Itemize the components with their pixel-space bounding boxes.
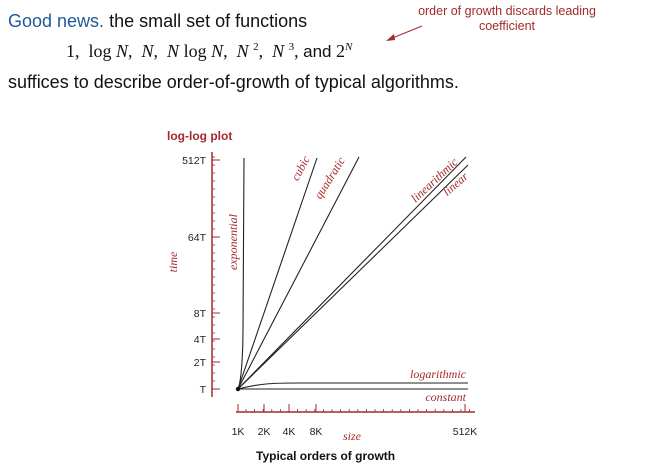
- curve-label-constant: constant: [425, 390, 466, 404]
- chart-title: log-log plot: [167, 129, 232, 143]
- x-tick-label-1k: 1K: [232, 426, 245, 438]
- term-linear: N: [141, 41, 154, 61]
- x-tick-label-4k: 4K: [283, 426, 296, 438]
- curve-quadratic: [237, 156, 360, 390]
- y-axis-label: time: [166, 251, 180, 272]
- curve-label-logarithmic: logarithmic: [410, 367, 467, 381]
- curve-label-exponential: exponential: [226, 213, 240, 270]
- note-arrow-icon: [386, 25, 423, 41]
- term-exponential: 2N: [336, 41, 353, 61]
- y-tick-label-2t: 2T: [194, 357, 207, 369]
- lead-phrase: Good news.: [8, 11, 105, 31]
- origin-dot: [235, 386, 241, 392]
- term-constant: 1,: [66, 41, 80, 61]
- intro-line: Good news. the small set of functions: [8, 11, 307, 32]
- y-tick-label-t: T: [200, 384, 207, 396]
- coefficient-note: order of growth discards leading coeffic…: [418, 4, 596, 33]
- curve-cubic: [237, 157, 318, 390]
- chart-caption: Typical orders of growth: [256, 449, 395, 463]
- y-tick-label-512t: 512T: [182, 155, 207, 167]
- lead-rest: the small set of functions: [104, 11, 308, 31]
- y-tick-label-4t: 4T: [194, 334, 207, 346]
- chart-axes: [211, 152, 475, 413]
- conclusion-line: suffices to describe order-of-growth of …: [8, 72, 459, 92]
- curve-linearithmic: [237, 156, 467, 390]
- curve-label-quadratic: quadratic: [311, 154, 348, 202]
- curve-linear: [237, 164, 469, 390]
- term-log: log N: [88, 41, 129, 61]
- function-list: 1, log N, N, N log N, N 2, N 3, and 2N: [66, 41, 353, 61]
- term-cubic: N 3: [272, 41, 295, 61]
- x-tick-label-8k: 8K: [310, 426, 323, 438]
- y-tick-label-8t: 8T: [194, 308, 207, 320]
- curve-label-cubic: cubic: [288, 153, 313, 183]
- y-tick-label-64t: 64T: [188, 232, 207, 244]
- chart-curves: [235, 156, 469, 392]
- term-and: and: [303, 42, 332, 61]
- term-quadratic: N 2: [236, 41, 259, 61]
- x-axis-label: size: [343, 429, 362, 443]
- x-tick-label-512k: 512K: [453, 426, 478, 438]
- curve-exponential: [237, 157, 245, 390]
- x-tick-label-2k: 2K: [258, 426, 271, 438]
- curve-logarithmic: [237, 382, 468, 390]
- term-linearithmic: N log N: [167, 41, 224, 61]
